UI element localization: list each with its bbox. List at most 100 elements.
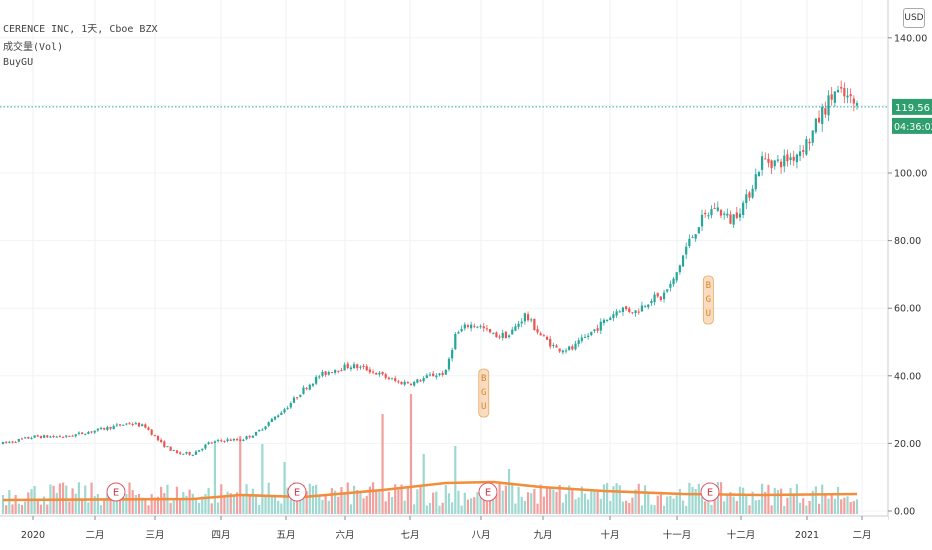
volume-bar bbox=[245, 484, 248, 514]
earnings-marker[interactable]: E bbox=[478, 482, 498, 502]
candle bbox=[406, 381, 409, 384]
candle bbox=[239, 438, 242, 442]
volume-bar bbox=[666, 496, 669, 514]
candle bbox=[8, 440, 11, 444]
candle bbox=[656, 292, 659, 299]
volume-bar bbox=[587, 499, 590, 514]
candle-body bbox=[258, 429, 261, 432]
earnings-marker[interactable]: E bbox=[106, 482, 126, 502]
volume-bar bbox=[824, 494, 827, 514]
volume-bar bbox=[593, 491, 596, 514]
earnings-letter: E bbox=[485, 488, 491, 499]
volume-bar bbox=[207, 487, 210, 514]
candle bbox=[346, 361, 349, 370]
candle bbox=[375, 372, 378, 375]
candle-body bbox=[479, 326, 482, 328]
candle-body bbox=[30, 437, 33, 439]
candle bbox=[694, 233, 697, 242]
candle bbox=[451, 347, 454, 362]
earnings-marker[interactable]: E bbox=[700, 482, 720, 502]
candle-body bbox=[112, 425, 115, 430]
time-tick-label: 十月 bbox=[600, 529, 619, 541]
candle-body bbox=[226, 439, 229, 442]
candle bbox=[422, 376, 425, 384]
candle bbox=[280, 410, 283, 416]
candle bbox=[568, 345, 571, 351]
candle-body bbox=[36, 435, 39, 437]
candle-body bbox=[242, 439, 245, 441]
volume-bar bbox=[476, 492, 479, 514]
candle-body bbox=[141, 424, 144, 427]
volume-bar bbox=[827, 498, 830, 514]
last-price-tag bbox=[892, 98, 932, 115]
candle-body bbox=[346, 363, 349, 369]
volume-bar bbox=[460, 505, 463, 514]
candle-body bbox=[634, 310, 637, 313]
candle bbox=[751, 184, 754, 200]
candle bbox=[460, 325, 463, 333]
price-tick-label: 80.00 bbox=[894, 236, 921, 247]
volume-bar bbox=[694, 488, 697, 514]
candle-body bbox=[337, 370, 340, 372]
volume-bar bbox=[729, 492, 732, 514]
candle-body bbox=[618, 311, 621, 313]
candle-body bbox=[647, 304, 650, 308]
candle-body bbox=[330, 372, 334, 374]
volume-bar bbox=[634, 489, 637, 514]
candle bbox=[580, 334, 583, 344]
candle-body bbox=[795, 154, 799, 163]
candle bbox=[754, 168, 757, 192]
candle bbox=[273, 416, 277, 421]
candle-body bbox=[416, 379, 419, 383]
candle bbox=[71, 434, 74, 437]
volume-bar bbox=[735, 501, 738, 514]
earnings-marker[interactable]: E bbox=[287, 482, 307, 502]
candle-body bbox=[147, 427, 150, 430]
candle-body bbox=[163, 441, 166, 447]
candle-body bbox=[504, 331, 508, 339]
candle bbox=[517, 320, 520, 330]
volume-bar bbox=[574, 499, 577, 514]
candle bbox=[17, 438, 20, 443]
volume-bar bbox=[147, 505, 150, 514]
indicator-legend[interactable]: BuyGU bbox=[3, 57, 34, 68]
volume-legend[interactable]: 成交量(Vol) bbox=[3, 42, 64, 53]
candle bbox=[349, 365, 353, 372]
candle-body bbox=[103, 427, 106, 430]
volume-bar bbox=[745, 496, 748, 514]
volume-bar bbox=[767, 484, 770, 514]
candle bbox=[561, 349, 564, 355]
candle bbox=[840, 80, 843, 93]
candle bbox=[207, 441, 210, 445]
candle-body bbox=[593, 329, 596, 332]
candle-body bbox=[413, 381, 416, 386]
candle bbox=[770, 159, 773, 174]
candle bbox=[811, 130, 814, 146]
volume-bar bbox=[419, 485, 422, 514]
candle bbox=[125, 422, 128, 426]
candle bbox=[773, 159, 776, 170]
volume-bar bbox=[302, 484, 305, 514]
currency-button[interactable]: USD bbox=[903, 8, 925, 28]
time-axis-bg bbox=[0, 516, 888, 550]
price-tick-label: 100.00 bbox=[894, 169, 927, 180]
candle bbox=[261, 428, 264, 431]
candle-body bbox=[517, 323, 520, 327]
volume-bar bbox=[561, 502, 564, 514]
volume-bar bbox=[8, 490, 11, 514]
volume-bar bbox=[504, 485, 508, 514]
candle-body bbox=[1, 442, 5, 445]
candle-body bbox=[65, 435, 68, 437]
volume-bar bbox=[697, 483, 700, 514]
candle bbox=[764, 152, 767, 160]
candle-body bbox=[118, 424, 122, 426]
candle bbox=[311, 383, 315, 388]
candle bbox=[621, 306, 625, 316]
candle bbox=[115, 422, 118, 428]
candle bbox=[735, 207, 738, 220]
candle bbox=[204, 443, 207, 450]
candle bbox=[855, 100, 859, 110]
volume-bar bbox=[473, 497, 476, 514]
candle bbox=[286, 405, 289, 410]
